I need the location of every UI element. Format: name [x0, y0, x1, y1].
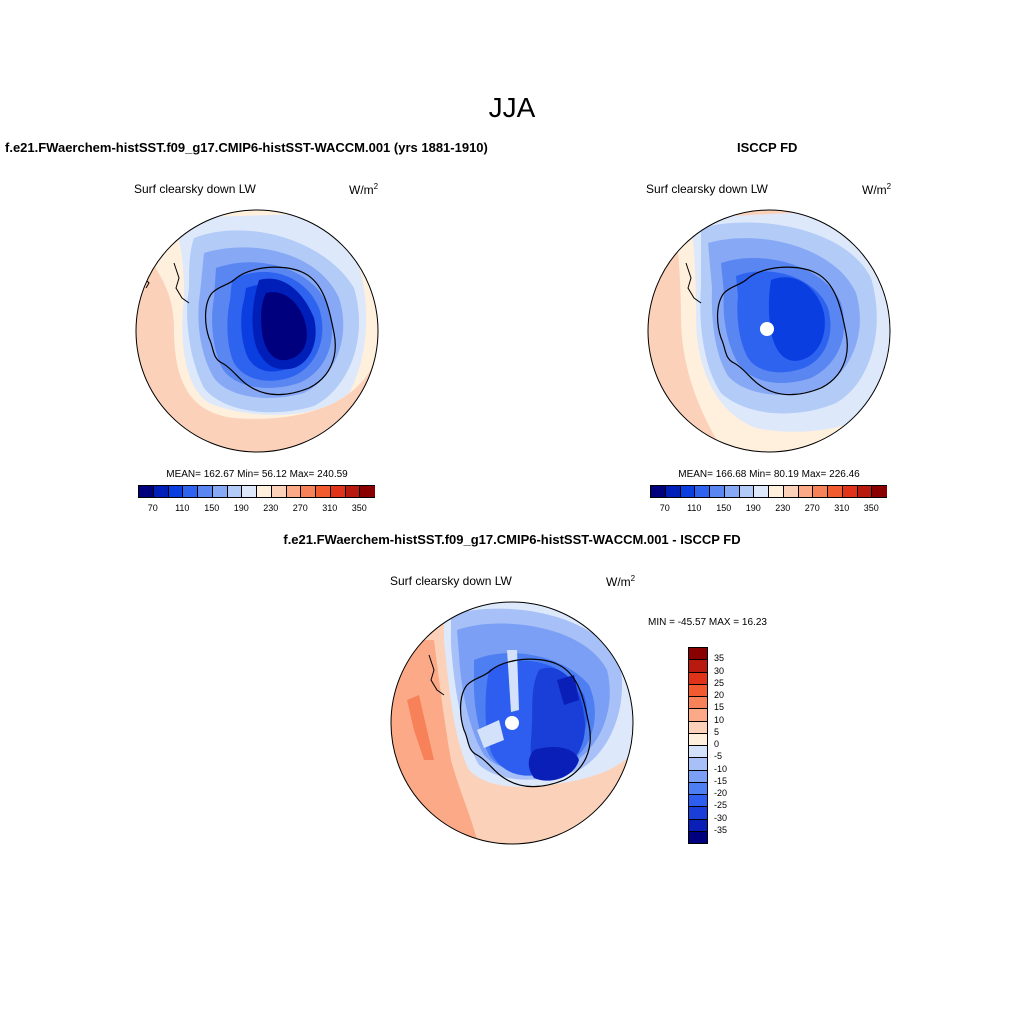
colorbar-tick-label: 150: [716, 503, 732, 513]
colorbar-tick-label: -25: [714, 800, 728, 811]
colorbar-tick-label: 15: [714, 702, 725, 713]
colorbar-tick-label: 190: [745, 503, 761, 513]
colorbar-tick-label: 70: [659, 503, 670, 513]
panel-1-stats: MEAN= 162.67 Min= 56.12 Max= 240.59: [166, 469, 348, 480]
panel-1-map: [135, 209, 379, 453]
colorbar-swatch: [768, 485, 784, 498]
colorbar-swatch: [359, 485, 375, 498]
panel-3-variable-label: Surf clearsky down LW: [390, 574, 512, 588]
colorbar-swatch: [709, 485, 725, 498]
colorbar-swatch: [856, 485, 873, 498]
colorbar-swatch: [688, 794, 708, 808]
colorbar-swatch: [738, 485, 755, 498]
colorbar-swatch: [688, 769, 708, 783]
colorbar-swatch: [782, 485, 799, 498]
colorbar-swatch: [812, 485, 828, 498]
colorbar-swatch: [688, 757, 708, 771]
colorbar-tick-label: 110: [175, 503, 190, 513]
panel-2-title: ISCCP FD: [737, 140, 798, 155]
colorbar-tick-label: 10: [714, 714, 725, 725]
colorbar-tick-label: -5: [714, 751, 723, 762]
colorbar-tick-label: -20: [714, 788, 728, 798]
panel-3-title: f.e21.FWaerchem-histSST.f09_g17.CMIP6-hi…: [283, 532, 741, 547]
panel-3-colorbar: 35 30 25 20 15 10 5 0 -5 -10 -15 -20 -25 -30 -35: [688, 647, 727, 844]
colorbar-tick-label: 20: [714, 690, 725, 700]
colorbar-swatch: [688, 683, 708, 697]
colorbar-tick-label: 310: [322, 503, 338, 513]
colorbar-swatch: [138, 485, 154, 498]
colorbar-swatch: [329, 485, 346, 498]
colorbar-tick-label: 230: [263, 503, 279, 513]
colorbar-tick-label: 25: [714, 677, 725, 688]
colorbar-swatch: [688, 830, 708, 844]
colorbar-swatch: [688, 806, 708, 820]
colorbar-swatch: [679, 485, 696, 498]
colorbar-swatch: [688, 818, 708, 832]
colorbar-swatch: [688, 647, 708, 661]
colorbar-tick-label: 230: [775, 503, 791, 513]
colorbar-tick-label: 0: [714, 739, 720, 749]
colorbar-swatch: [226, 485, 243, 498]
colorbar-swatch: [285, 485, 302, 498]
panel-1-variable-label: Surf clearsky down LW: [134, 182, 256, 196]
panel-3-map: [390, 601, 634, 845]
colorbar-swatch: [694, 485, 710, 498]
colorbar-tick-label: -30: [714, 812, 728, 823]
colorbar-swatch: [300, 485, 316, 498]
colorbar-tick-label: -10: [714, 763, 728, 774]
colorbar-swatch: [723, 485, 740, 498]
panel-3-stats: MIN = -45.57 MAX = 16.23: [648, 617, 767, 628]
colorbar-swatch: [664, 485, 681, 498]
colorbar-tick-label: 270: [804, 503, 820, 513]
colorbar-swatch: [688, 720, 708, 734]
colorbar-tick-label: 270: [292, 503, 308, 513]
colorbar-tick-label: 350: [863, 503, 879, 513]
colorbar-swatch: [753, 485, 769, 498]
colorbar-swatch: [688, 708, 708, 722]
colorbar-swatch: [256, 485, 272, 498]
colorbar-swatch: [167, 485, 184, 498]
colorbar-swatch: [688, 696, 708, 710]
colorbar-tick-label: 30: [714, 665, 725, 676]
colorbar-swatch: [688, 671, 708, 685]
colorbar-tick-label: 190: [233, 503, 249, 513]
colorbar-tick-label: -15: [714, 775, 728, 786]
colorbar-swatch: [211, 485, 228, 498]
colorbar-swatch: [797, 485, 814, 498]
page-title: JJA: [488, 92, 536, 123]
panel-2-colorbar: 70 110 150 190 230 270 310 350: [650, 485, 887, 513]
colorbar-swatch: [344, 485, 361, 498]
panel-2-stats: MEAN= 166.68 Min= 80.19 Max= 226.46: [678, 469, 860, 480]
colorbar-swatch: [841, 485, 858, 498]
colorbar-swatch: [152, 485, 169, 498]
colorbar-tick-label: 35: [714, 653, 725, 664]
colorbar-swatch: [688, 745, 708, 759]
panel-1-units: W/m2: [349, 182, 379, 197]
panel-2-map: [647, 209, 891, 453]
colorbar-swatch: [688, 732, 708, 746]
colorbar-swatch: [650, 485, 666, 498]
colorbar-swatch: [241, 485, 257, 498]
panel-1-title: f.e21.FWaerchem-histSST.f09_g17.CMIP6-hi…: [5, 140, 488, 155]
colorbar-swatch: [827, 485, 843, 498]
colorbar-swatch: [182, 485, 198, 498]
colorbar-swatch: [688, 659, 708, 673]
colorbar-tick-label: 310: [834, 503, 850, 513]
colorbar-swatch: [197, 485, 213, 498]
colorbar-tick-label: 70: [147, 503, 158, 513]
panel-1-colorbar: 70 110 150 190 230 270 310 350: [138, 485, 375, 513]
colorbar-edge: [688, 843, 708, 844]
colorbar-swatch: [871, 485, 887, 498]
colorbar-tick-label: -35: [714, 824, 728, 835]
colorbar-tick-label: 5: [714, 726, 720, 737]
colorbar-swatch: [270, 485, 287, 498]
colorbar-tick-label: 150: [204, 503, 220, 513]
colorbar-swatch: [315, 485, 331, 498]
panel-2-variable-label: Surf clearsky down LW: [646, 182, 768, 196]
colorbar-tick-label: 110: [687, 503, 702, 513]
panel-3-units: W/m2: [606, 574, 636, 589]
panel-2-units: W/m2: [862, 182, 892, 197]
colorbar-tick-label: 350: [351, 503, 367, 513]
colorbar-swatch: [688, 781, 708, 795]
